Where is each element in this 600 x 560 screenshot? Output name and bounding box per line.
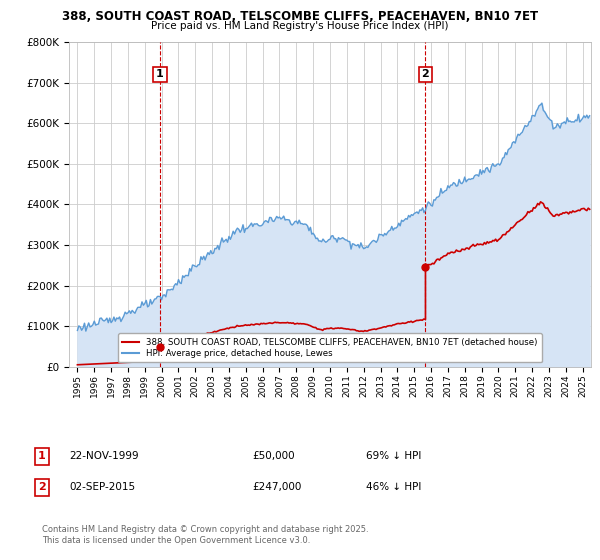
Text: 2: 2 xyxy=(422,69,430,80)
Text: Contains HM Land Registry data © Crown copyright and database right 2025.
This d: Contains HM Land Registry data © Crown c… xyxy=(42,525,368,545)
Text: 1: 1 xyxy=(156,69,164,80)
Text: £50,000: £50,000 xyxy=(252,451,295,461)
Legend: 388, SOUTH COAST ROAD, TELSCOMBE CLIFFS, PEACEHAVEN, BN10 7ET (detached house), : 388, SOUTH COAST ROAD, TELSCOMBE CLIFFS,… xyxy=(118,333,542,362)
Text: 388, SOUTH COAST ROAD, TELSCOMBE CLIFFS, PEACEHAVEN, BN10 7ET: 388, SOUTH COAST ROAD, TELSCOMBE CLIFFS,… xyxy=(62,10,538,23)
Text: £247,000: £247,000 xyxy=(252,482,301,492)
Text: 1: 1 xyxy=(38,451,46,461)
Text: 69% ↓ HPI: 69% ↓ HPI xyxy=(366,451,421,461)
Text: 22-NOV-1999: 22-NOV-1999 xyxy=(69,451,139,461)
Text: 02-SEP-2015: 02-SEP-2015 xyxy=(69,482,135,492)
Text: 46% ↓ HPI: 46% ↓ HPI xyxy=(366,482,421,492)
Text: 2: 2 xyxy=(38,482,46,492)
Text: Price paid vs. HM Land Registry's House Price Index (HPI): Price paid vs. HM Land Registry's House … xyxy=(151,21,449,31)
